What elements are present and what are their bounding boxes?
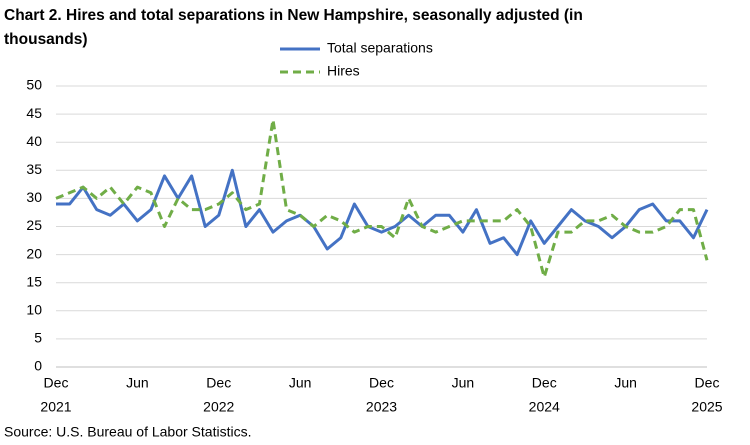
x-tick-label: Dec [532, 375, 557, 391]
y-tick-label: 35 [26, 161, 42, 177]
x-year-label: 2023 [366, 399, 397, 415]
series-line [55, 118, 709, 279]
x-tick-label: Dec [206, 375, 231, 391]
chart-title: Chart 2. Hires and total separations in … [4, 7, 583, 48]
x-year-label: 2021 [40, 399, 71, 415]
x-year-label: 2024 [529, 399, 560, 415]
y-tick-label: 15 [26, 273, 42, 289]
legend-label: Total separations [327, 40, 433, 56]
x-tick-label: Jun [614, 375, 637, 391]
source: Source: U.S. Bureau of Labor Statistics. [4, 424, 251, 440]
x-tick-label: Dec [44, 375, 69, 391]
x-year-label: 2022 [203, 399, 234, 415]
y-tick-label: 30 [26, 189, 42, 205]
series-line [56, 168, 709, 257]
y-tick-label: 20 [26, 245, 42, 261]
x-tick-label: Dec [695, 375, 720, 391]
y-tick-label: 10 [26, 302, 42, 318]
y-tick-label: 45 [26, 105, 42, 121]
y-tick-label: 0 [34, 358, 42, 374]
x-year-label: 2025 [691, 399, 722, 415]
y-tick-label: 25 [26, 217, 42, 233]
y-tick-label: 50 [26, 77, 42, 93]
x-tick-label: Jun [126, 375, 149, 391]
y-tick-label: 5 [34, 330, 42, 346]
x-tick-label: Jun [289, 375, 312, 391]
y-tick-label: 40 [26, 133, 42, 149]
x-tick-label: Dec [369, 375, 394, 391]
x-tick-label: Jun [452, 375, 475, 391]
legend-label: Hires [327, 63, 360, 79]
